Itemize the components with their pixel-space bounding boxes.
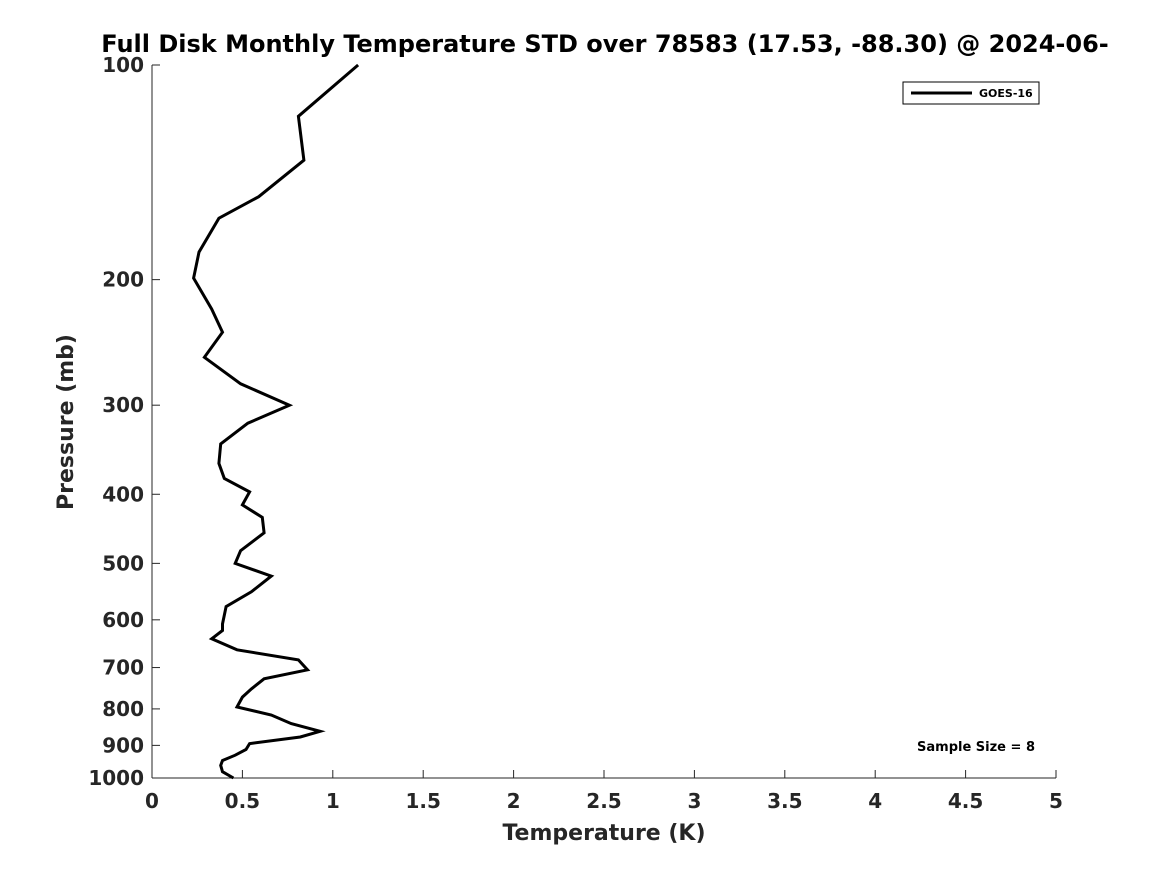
series-lines <box>192 63 360 780</box>
sample-size-annotation: Sample Size = 8 <box>917 740 1035 755</box>
x-tick-label: 2 <box>507 789 521 813</box>
y-tick-label: 1000 <box>88 766 144 790</box>
x-tick-label: 3.5 <box>767 789 802 813</box>
y-axis-label: Pressure (mb) <box>54 334 79 510</box>
y-tick-label: 200 <box>102 268 144 292</box>
x-tick-label: 5 <box>1049 789 1063 813</box>
chart-title: Full Disk Monthly Temperature STD over 7… <box>101 30 1108 58</box>
legend: GOES-16 <box>902 81 1040 105</box>
x-axis-label: Temperature (K) <box>502 821 705 846</box>
y-tick-label: 700 <box>102 656 144 680</box>
y-tick-label: 400 <box>102 482 144 506</box>
y-tick-label: 600 <box>102 608 144 632</box>
x-tick-label: 2.5 <box>586 789 621 813</box>
x-tick-label: 0 <box>145 789 159 813</box>
y-tick-label: 300 <box>102 393 144 417</box>
x-tick-label: 1.5 <box>405 789 440 813</box>
x-tick-label: 1 <box>326 789 340 813</box>
y-tick-label: 100 <box>102 53 144 77</box>
y-tick-label: 900 <box>102 733 144 757</box>
legend-label: GOES-16 <box>979 87 1033 100</box>
y-axis-ticks: 100 200 300 400 500 600 700 800 900 1000 <box>88 53 160 790</box>
x-tick-label: 4 <box>868 789 882 813</box>
x-axis-ticks: 0 0.5 1 1.5 2 2.5 3 3.5 4 4.5 5 <box>145 770 1063 813</box>
x-tick-label: 4.5 <box>948 789 983 813</box>
y-tick-label: 800 <box>102 697 144 721</box>
x-tick-label: 0.5 <box>225 789 260 813</box>
series-line-goes-16 <box>192 63 360 780</box>
y-tick-label: 500 <box>102 551 144 575</box>
x-tick-label: 3 <box>687 789 701 813</box>
